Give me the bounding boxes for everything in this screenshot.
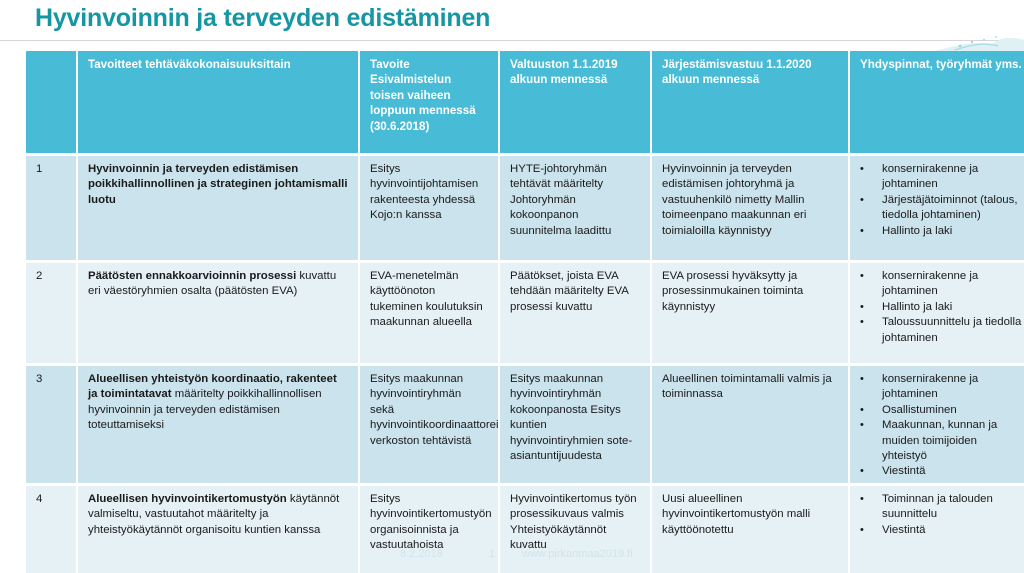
goal-bold-text: Alueellisen hyvinvointikertomustyön bbox=[88, 493, 287, 505]
interfaces-list: Toiminnan ja talouden suunnittelu Viesti… bbox=[860, 492, 1024, 539]
list-item: konsernirakenne ja johtaminen bbox=[860, 162, 1024, 193]
goal-bold-text: Hyvinvoinnin ja terveyden edistämisen po… bbox=[88, 163, 348, 206]
council-cell: Esitys maakunnan hyvinvointiryhmän kokoo… bbox=[500, 366, 650, 483]
row-number: 3 bbox=[26, 366, 76, 483]
goal-bold-text: Alueellisen yhteistyön koordinaatio, rak… bbox=[88, 373, 337, 401]
goal-bold-text: Päätösten ennakkoarvioinnin prosessi bbox=[88, 270, 297, 282]
header-council: Valtuuston 1.1.2019 alkuun mennessä bbox=[500, 51, 650, 153]
goal-cell: Alueellisen hyvinvointikertomustyön käyt… bbox=[78, 486, 358, 573]
organizing-cell: Uusi alueellinen hyvinvointikertomustyön… bbox=[652, 486, 848, 573]
target-pre-cell: Esitys maakunnan hyvinvointiryhmän sekä … bbox=[360, 366, 498, 483]
target-pre-cell: Esitys hyvinvointikertomustyön organisoi… bbox=[360, 486, 498, 573]
goal-text: kuvattu eri väestöryhmien osalta (päätös… bbox=[88, 270, 337, 298]
organizing-cell: EVA prosessi hyväksytty ja prosessinmuka… bbox=[652, 263, 848, 363]
council-cell: Hyvinvointikertomus työn prosessikuvaus … bbox=[500, 486, 650, 573]
header-number bbox=[26, 51, 76, 153]
goal-cell: Päätösten ennakkoarvioinnin prosessi kuv… bbox=[78, 263, 358, 363]
row-number: 1 bbox=[26, 156, 76, 260]
footer-date: 8.2.2018 bbox=[400, 548, 443, 560]
list-item: konsernirakenne ja johtaminen bbox=[860, 269, 1024, 300]
interfaces-cell: konsernirakenne ja johtaminen Osallistum… bbox=[850, 366, 1024, 483]
interfaces-cell: konsernirakenne ja johtaminen Hallinto j… bbox=[850, 263, 1024, 363]
footer-url: www.pirkanmaa2019.fi bbox=[522, 548, 633, 560]
interfaces-list: konsernirakenne ja johtaminen Osallistum… bbox=[860, 372, 1024, 480]
page-title: Hyvinvoinnin ja terveyden edistäminen bbox=[35, 4, 491, 32]
list-item: Toiminnan ja talouden suunnittelu bbox=[860, 492, 1024, 523]
header-target-pre: Tavoite Esivalmistelun toisen vaiheen lo… bbox=[360, 51, 498, 153]
header-interfaces: Yhdyspinnat, työryhmät yms. bbox=[850, 51, 1024, 153]
goals-table: Tavoitteet tehtäväkokonaisuuksittain Tav… bbox=[26, 51, 1024, 573]
list-item: Taloussuunnittelu ja tiedolla johtaminen bbox=[860, 315, 1024, 346]
organizing-cell: Alueellinen toimintamalli valmis ja toim… bbox=[652, 366, 848, 483]
goal-text: käytännöt valmiseltu, vastuutahot määrit… bbox=[88, 493, 340, 536]
list-item: Viestintä bbox=[860, 523, 1024, 539]
row-number: 4 bbox=[26, 486, 76, 573]
header-organizing: Järjestämisvastuu 1.1.2020 alkuun mennes… bbox=[652, 51, 848, 153]
list-item: Osallistuminen bbox=[860, 403, 1024, 419]
goal-cell: Hyvinvoinnin ja terveyden edistämisen po… bbox=[78, 156, 358, 260]
interfaces-list: konsernirakenne ja johtaminen Järjestäjä… bbox=[860, 162, 1024, 239]
organizing-cell: Hyvinvoinnin ja terveyden edistämisen jo… bbox=[652, 156, 848, 260]
title-divider bbox=[0, 40, 1024, 41]
goal-cell: Alueellisen yhteistyön koordinaatio, rak… bbox=[78, 366, 358, 483]
target-pre-cell: EVA-menetelmän käyttöönoton tukeminen ko… bbox=[360, 263, 498, 363]
interfaces-cell: konsernirakenne ja johtaminen Järjestäjä… bbox=[850, 156, 1024, 260]
list-item: Viestintä bbox=[860, 464, 1024, 480]
decorative-splash-graphic bbox=[930, 36, 1024, 54]
interfaces-list: konsernirakenne ja johtaminen Hallinto j… bbox=[860, 269, 1024, 346]
interfaces-cell: Toiminnan ja talouden suunnittelu Viesti… bbox=[850, 486, 1024, 573]
council-cell: Päätökset, joista EVA tehdään määritelty… bbox=[500, 263, 650, 363]
row-number: 2 bbox=[26, 263, 76, 363]
list-item: Hallinto ja laki bbox=[860, 224, 1024, 240]
footer-page-number: 1 bbox=[489, 548, 496, 560]
goal-text: määritelty poikkihallinnollisen hyvinvoi… bbox=[88, 388, 322, 432]
council-cell: HYTE-johtoryhmän tehtävät määritelty Joh… bbox=[500, 156, 650, 260]
list-item: Hallinto ja laki bbox=[860, 300, 1024, 316]
list-item: Maakunnan, kunnan ja muiden toimijoiden … bbox=[860, 418, 1024, 464]
list-item: Järjestäjätoiminnot (talous, tiedolla jo… bbox=[860, 193, 1024, 224]
target-pre-cell: Esitys hyvinvointijohtamisen rakenteesta… bbox=[360, 156, 498, 260]
list-item: konsernirakenne ja johtaminen bbox=[860, 372, 1024, 403]
header-goals: Tavoitteet tehtäväkokonaisuuksittain bbox=[78, 51, 358, 153]
